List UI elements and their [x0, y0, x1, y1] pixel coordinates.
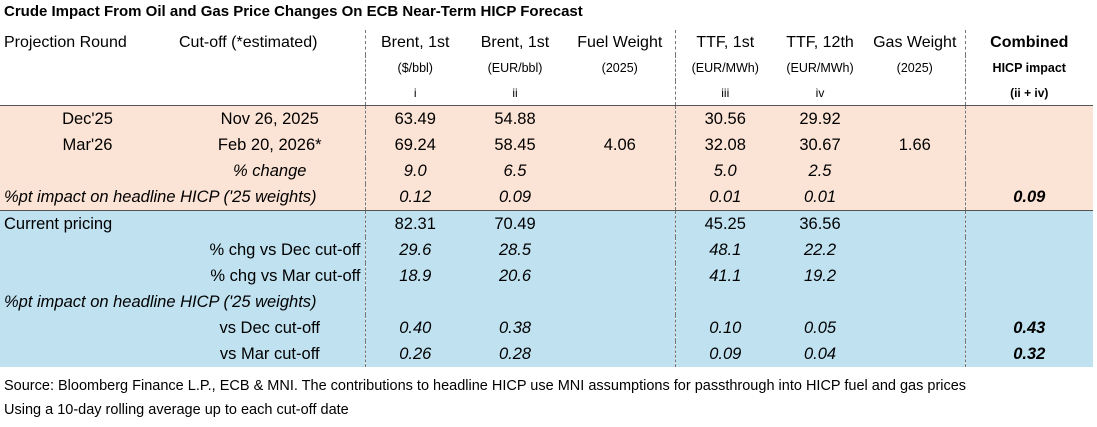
row-label: % chg vs Dec cut-off	[175, 237, 366, 263]
cell-combined: 0.32	[965, 341, 1093, 367]
cell-ttf-12th: 29.92	[775, 105, 865, 132]
header-projection-round: Projection Round	[4, 33, 127, 51]
header-ttf-12th: TTF, 12th	[786, 33, 854, 51]
table-row: %pt impact on headline HICP ('25 weights…	[0, 289, 1093, 315]
header-combined: Combined	[990, 33, 1069, 51]
cell-brent-usd: 0.26	[365, 341, 465, 367]
cell-ttf-12th: 0.05	[775, 315, 865, 341]
index-iv: iv	[775, 81, 865, 106]
table-row: Mar'26 Feb 20, 2026* 69.24 58.45 4.06 32…	[0, 132, 1093, 158]
cell-brent-eur: 54.88	[465, 105, 565, 132]
index-i: i	[365, 81, 465, 106]
cell-brent-eur: 6.5	[465, 158, 565, 184]
cell-ttf-1st: 0.10	[675, 315, 775, 341]
index-iii: iii	[675, 81, 775, 106]
hicp-impact-table: Projection Round Cut-off (*estimated) Br…	[0, 30, 1093, 367]
cell-brent-usd: 82.31	[365, 210, 465, 237]
round-label: Dec'25	[0, 105, 175, 132]
round-label: Mar'26	[0, 132, 175, 158]
cell-brent-eur: 70.49	[465, 210, 565, 237]
cell-ttf-12th: 19.2	[775, 263, 865, 289]
cell-ttf-12th: 0.01	[775, 184, 865, 211]
cell-combined: 0.09	[965, 184, 1093, 211]
header-brent-usd: Brent, 1st	[381, 33, 450, 51]
cell-brent-usd: 0.40	[365, 315, 465, 341]
unit-brent-usd: ($/bbl)	[397, 61, 433, 75]
cell-brent-usd: 69.24	[365, 132, 465, 158]
cell-ttf-1st: 5.0	[675, 158, 775, 184]
header-brent-eur: Brent, 1st	[480, 33, 550, 51]
table-row: vs Dec cut-off 0.40 0.38 0.10 0.05 0.43	[0, 315, 1093, 341]
table-row: Current pricing 82.31 70.49 45.25 36.56	[0, 210, 1093, 237]
unit-brent-eur: (EUR/bbl)	[487, 61, 543, 75]
row-label: vs Mar cut-off	[175, 341, 366, 367]
table-row: %pt impact on headline HICP ('25 weights…	[0, 184, 1093, 211]
cell-ttf-1st: 45.25	[675, 210, 775, 237]
table-row: Dec'25 Nov 26, 2025 63.49 54.88 30.56 29…	[0, 105, 1093, 132]
cell-combined: 0.43	[965, 315, 1093, 341]
unit-ttf-1st: (EUR/MWh)	[691, 61, 759, 75]
table-title: Crude Impact From Oil and Gas Price Chan…	[4, 3, 583, 20]
cell-brent-usd: 9.0	[365, 158, 465, 184]
row-label: % change	[175, 158, 366, 184]
cell-brent-eur: 0.09	[465, 184, 565, 211]
cell-ttf-12th: 30.67	[775, 132, 865, 158]
cell-combined	[965, 132, 1093, 158]
cell-brent-usd: 63.49	[365, 105, 465, 132]
cell-brent-usd: 0.12	[365, 184, 465, 211]
table-row: % change 9.0 6.5 5.0 2.5	[0, 158, 1093, 184]
table-row: % chg vs Mar cut-off 18.9 20.6 41.1 19.2	[0, 263, 1093, 289]
cell-ttf-12th: 22.2	[775, 237, 865, 263]
header-combined-2: HICP impact	[992, 61, 1066, 75]
cell-brent-eur: 20.6	[465, 263, 565, 289]
cell-ttf-12th: 0.04	[775, 341, 865, 367]
table-row: % chg vs Dec cut-off 29.6 28.5 48.1 22.2	[0, 237, 1093, 263]
cutoff-date: Nov 26, 2025	[175, 105, 366, 132]
header-ttf-1st: TTF, 1st	[696, 33, 755, 51]
cell-ttf-1st: 32.08	[675, 132, 775, 158]
cell-ttf-1st: 48.1	[675, 237, 775, 263]
header-gas-weight: Gas Weight	[865, 30, 966, 55]
table-row: vs Mar cut-off 0.26 0.28 0.09 0.04 0.32	[0, 341, 1093, 367]
cell-brent-eur: 58.45	[465, 132, 565, 158]
header-row: Projection Round Cut-off (*estimated) Br…	[0, 30, 1093, 55]
cell-brent-eur: 0.28	[465, 341, 565, 367]
cell-ttf-1st: 41.1	[675, 263, 775, 289]
row-label: Current pricing	[0, 210, 175, 237]
source-note: Source: Bloomberg Finance L.P., ECB & MN…	[4, 378, 967, 394]
cell-gas-weight	[865, 105, 966, 132]
row-label: %pt impact on headline HICP ('25 weights…	[0, 184, 366, 211]
footnote: Using a 10-day rolling average up to eac…	[4, 402, 349, 418]
cell-combined	[965, 105, 1093, 132]
header-units-row: ($/bbl) (EUR/bbl) (2025) (EUR/MWh) (EUR/…	[0, 55, 1093, 81]
cell-gas-weight: 1.66	[865, 132, 966, 158]
cell-brent-eur: 28.5	[465, 237, 565, 263]
header-fuel-weight: Fuel Weight	[565, 30, 676, 55]
header-combined-3: (ii + iv)	[965, 81, 1093, 106]
cell-ttf-1st: 30.56	[675, 105, 775, 132]
cell-fuel-weight: 4.06	[565, 132, 676, 158]
cutoff-date: Feb 20, 2026*	[175, 132, 366, 158]
unit-fuel-weight: (2025)	[565, 55, 676, 81]
row-label: % chg vs Mar cut-off	[175, 263, 366, 289]
row-label: %pt impact on headline HICP ('25 weights…	[0, 289, 366, 315]
cell-ttf-1st: 0.01	[675, 184, 775, 211]
unit-gas-weight: (2025)	[865, 55, 966, 81]
unit-ttf-12th: (EUR/MWh)	[786, 61, 854, 75]
header-index-row: i ii iii iv (ii + iv)	[0, 81, 1093, 106]
cell-ttf-1st: 0.09	[675, 341, 775, 367]
cell-ttf-12th: 2.5	[775, 158, 865, 184]
cell-brent-eur: 0.38	[465, 315, 565, 341]
header-cutoff: Cut-off (*estimated)	[175, 30, 366, 55]
cell-brent-usd: 29.6	[365, 237, 465, 263]
cell-ttf-12th: 36.56	[775, 210, 865, 237]
cell-brent-usd: 18.9	[365, 263, 465, 289]
row-label: vs Dec cut-off	[175, 315, 366, 341]
index-ii: ii	[465, 81, 565, 106]
cell-fuel-weight	[565, 105, 676, 132]
